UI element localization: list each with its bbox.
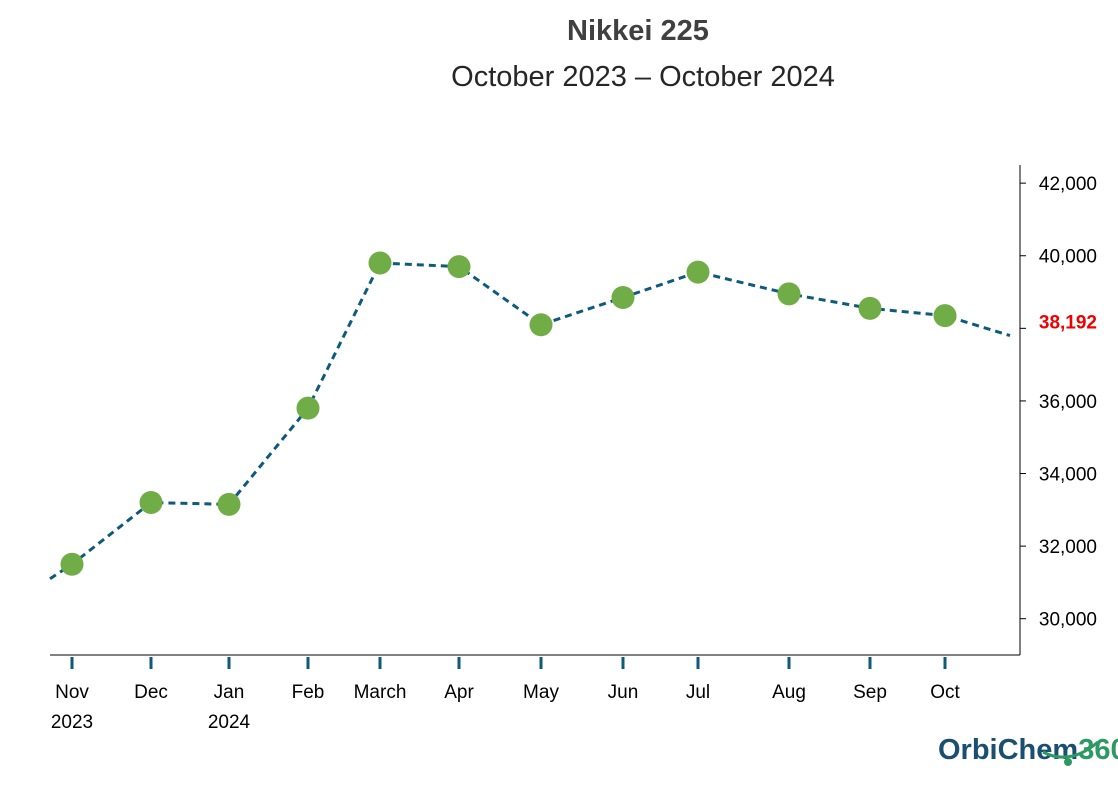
data-point: [858, 296, 882, 320]
y-tick-label: 34,000: [1039, 465, 1097, 486]
data-point: [686, 260, 710, 284]
logo-dot: [1064, 758, 1072, 766]
data-point: [296, 396, 320, 420]
x-tick-label: Apr: [444, 682, 474, 703]
data-point: [447, 255, 471, 279]
logo-swoosh: [1042, 740, 1099, 759]
x-tick-label: Feb: [292, 682, 325, 703]
series-nikkei-225: [49, 251, 1011, 581]
y-tick-label: 36,000: [1039, 392, 1097, 413]
logo-text-main: OrbiChem: [938, 734, 1078, 766]
x-tick-label: March: [354, 682, 407, 703]
x-axis-ticks: Nov 2023 Dec Jan 2024 Feb March Apr May Jun Jul Aug…: [51, 657, 960, 733]
y-tick-label: 32,000: [1039, 537, 1097, 558]
x-tick-label: Sep: [853, 682, 887, 703]
y-axis-ticks: 30,000 32,000 34,000 36,000 40,000 42,000: [1020, 174, 1097, 631]
orbichem-logo: OrbiChem360: [938, 734, 1118, 766]
x-tick-label: Jul: [686, 682, 710, 703]
callout-value-label: 38,192: [1039, 312, 1097, 333]
last-value-callout: 38,192: [1039, 312, 1097, 333]
data-point: [611, 285, 635, 309]
svg-text:OrbiChem360: OrbiChem360: [938, 734, 1118, 766]
x-tick-label: May: [523, 682, 559, 703]
y-tick-label: 40,000: [1039, 247, 1097, 268]
data-point: [217, 492, 241, 516]
x-tick-label: Nov 2023: [51, 682, 93, 733]
data-point: [139, 491, 163, 515]
x-tick-label: Dec: [134, 682, 168, 703]
y-tick-label: 42,000: [1039, 174, 1097, 195]
data-point: [529, 313, 553, 337]
data-point: [777, 282, 801, 306]
chart-axes: [50, 165, 1021, 656]
series-line: [49, 261, 1011, 581]
x-tick-label: Aug: [772, 682, 806, 703]
chart-subtitle: October 2023 – October 2024: [451, 61, 835, 93]
data-point: [933, 304, 957, 328]
data-point: [60, 552, 84, 576]
chart-title: Nikkei 225: [567, 15, 709, 47]
data-point: [368, 251, 392, 275]
y-tick-label: 30,000: [1039, 610, 1097, 631]
x-tick-label: Oct: [930, 682, 960, 703]
x-tick-label: Jan 2024: [208, 682, 251, 733]
x-tick-label: Jun: [608, 682, 639, 703]
